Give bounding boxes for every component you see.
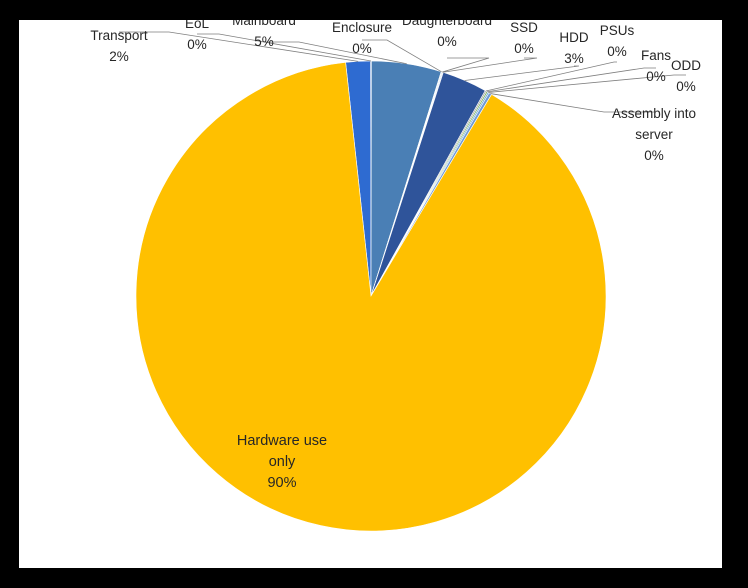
leader-line — [264, 41, 407, 65]
data-label: SSD 0% — [510, 20, 538, 56]
pie-slice-hardware-use-only — [135, 62, 607, 532]
leader-line — [464, 65, 580, 81]
leader-line — [362, 39, 442, 73]
leader-line — [442, 57, 490, 73]
data-label: PSUs 0% — [600, 23, 635, 59]
leader-line — [487, 67, 656, 93]
data-label: ODD 0% — [671, 58, 701, 94]
data-label: Hardware use only 90% — [237, 433, 327, 491]
leader-line — [442, 57, 538, 73]
data-label: Daughterboard 0% — [402, 20, 492, 49]
data-label: HDD 3% — [559, 30, 588, 66]
data-label: Enclosure 0% — [332, 20, 392, 56]
chart-area: Transport 2% EoL 0% Mainboard 5% Enclosure 0% Da… — [19, 20, 722, 568]
data-label: EoL 0% — [185, 20, 210, 52]
data-label: Transport 2% — [90, 28, 148, 64]
leader-line — [488, 74, 686, 93]
pie-chart: Transport 2% EoL 0% Mainboard 5% Enclosure 0% Da… — [90, 20, 701, 532]
data-label: Fans 0% — [641, 48, 671, 84]
data-label: Mainboard 5% — [232, 20, 296, 49]
leader-line — [119, 31, 359, 62]
data-label: Assembly into server 0% — [612, 106, 696, 163]
leader-line — [485, 61, 617, 92]
leader-line — [490, 93, 654, 113]
leader-line — [197, 33, 372, 62]
